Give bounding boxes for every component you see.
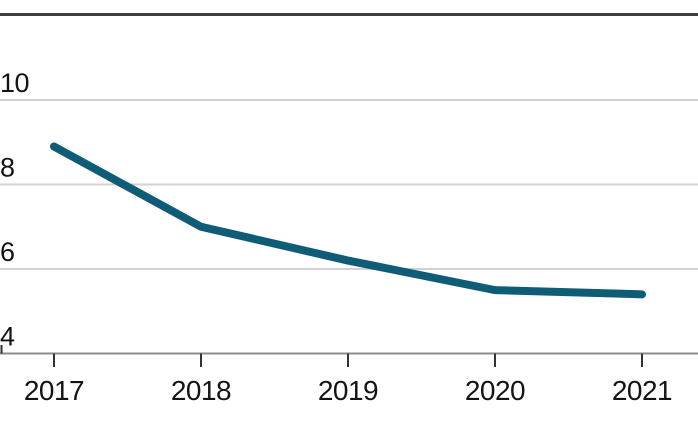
x-axis-tick-label: 2017 bbox=[24, 375, 84, 406]
y-axis-tick-label: 8 bbox=[0, 153, 15, 183]
x-axis-tick-label: 2019 bbox=[318, 375, 378, 406]
data-line-series bbox=[50, 142, 646, 299]
x-axis-tick-label: 2020 bbox=[465, 375, 525, 406]
y-axis-tick-label: 6 bbox=[0, 237, 15, 267]
y-axis-tick-label: 10 bbox=[0, 68, 29, 98]
y-axis-tick-label: 4 bbox=[0, 322, 15, 352]
x-axis-tick-label: 2018 bbox=[171, 375, 231, 406]
top-rule-divider bbox=[0, 13, 698, 16]
x-axis-tick-label: 2021 bbox=[612, 375, 672, 406]
